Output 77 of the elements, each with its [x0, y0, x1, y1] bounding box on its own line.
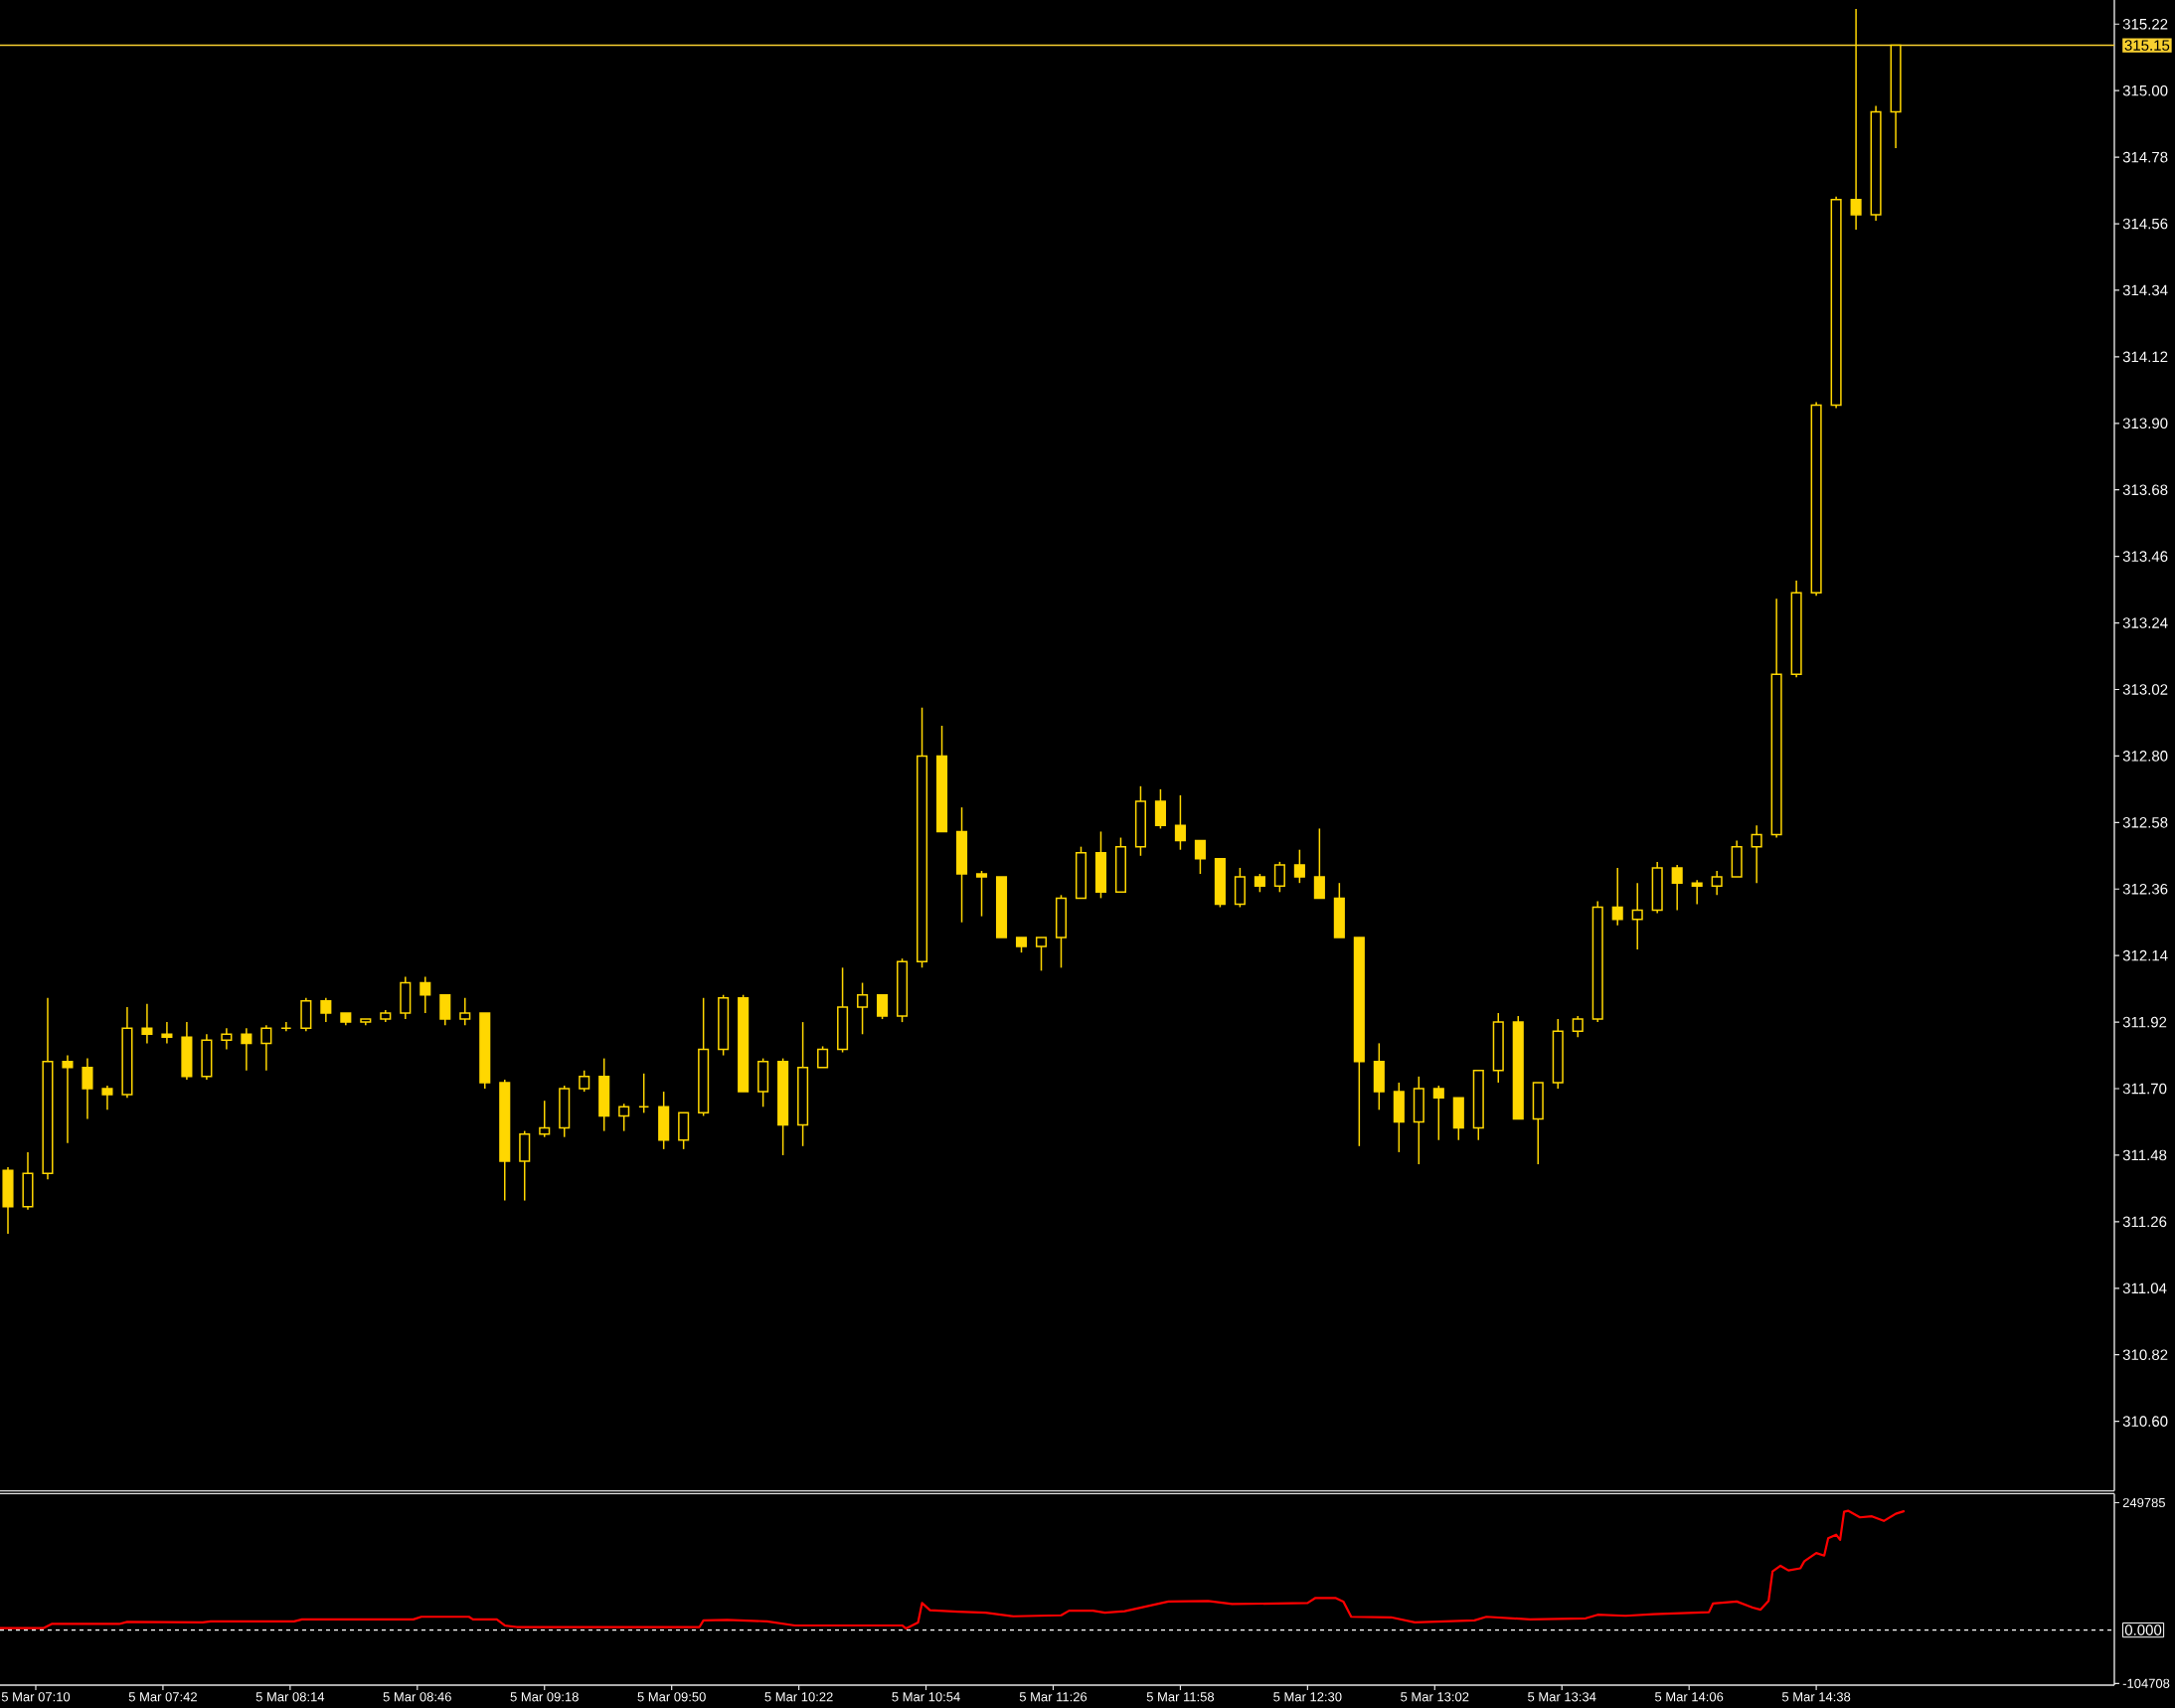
- candlestick: [1035, 937, 1048, 972]
- candlestick: [419, 975, 431, 1014]
- candlestick: [1432, 1085, 1444, 1141]
- x-tick-label: 5 Mar 14:06: [1655, 1692, 1724, 1702]
- y-tick-label: 310.60: [2122, 1416, 2168, 1427]
- y-tick-label: 311.70: [2122, 1083, 2167, 1095]
- x-tick-label: 5 Mar 13:34: [1528, 1692, 1596, 1702]
- y-tick-label: 314.78: [2122, 151, 2168, 163]
- y-tick-label: 249785: [2122, 1497, 2165, 1508]
- candlestick: [1174, 794, 1186, 851]
- candlestick: [82, 1057, 93, 1120]
- y-tick-label: 311.92: [2122, 1016, 2167, 1028]
- candlestick: [101, 1085, 113, 1111]
- candlestick: [1671, 864, 1683, 912]
- y-tick-label: 312.58: [2122, 817, 2168, 828]
- candlestick: [1313, 827, 1325, 900]
- candlestick: [280, 1021, 292, 1032]
- ref-line-label: 0.000: [2124, 1624, 2162, 1635]
- candlestick: [1572, 1015, 1584, 1039]
- candlestick: [1631, 882, 1643, 950]
- candlestick: [1273, 861, 1285, 894]
- y-tick-label: 314.34: [2122, 284, 2168, 296]
- candlestick: [260, 1024, 272, 1072]
- ref-line-label: 315.15: [2124, 40, 2170, 51]
- y-tick-label: 310.82: [2122, 1349, 2168, 1361]
- candlestick: [1691, 879, 1703, 906]
- candlestick: [618, 1103, 630, 1132]
- candlestick: [975, 870, 988, 918]
- x-tick-label: 5 Mar 14:38: [1781, 1692, 1851, 1702]
- y-tick-label: 313.02: [2122, 684, 2168, 695]
- candlestick: [1254, 873, 1265, 894]
- candlestick: [857, 981, 869, 1036]
- y-tick-label: 314.12: [2122, 351, 2168, 363]
- x-tick-label: 5 Mar 10:54: [892, 1692, 960, 1702]
- x-tick-label: 5 Mar 09:18: [510, 1692, 579, 1702]
- y-tick-label: 312.14: [2122, 949, 2168, 961]
- candlestick: [320, 997, 332, 1023]
- y-tick-label: 315.22: [2122, 18, 2168, 30]
- candlestick: [161, 1021, 173, 1045]
- x-tick-label: 5 Mar 07:42: [128, 1692, 197, 1702]
- y-tick-label: 313.24: [2122, 617, 2168, 628]
- candlestick: [1194, 839, 1206, 875]
- candlestick: [638, 1073, 650, 1114]
- candlestick: [1850, 8, 1862, 231]
- candlestick: [459, 997, 471, 1026]
- y-tick-label: 312.80: [2122, 751, 2168, 762]
- y-tick-label: 312.36: [2122, 883, 2168, 895]
- candlestick: [579, 1070, 590, 1093]
- candlestick: [1611, 867, 1623, 927]
- candlestick: [221, 1027, 233, 1051]
- candlestick: [1751, 824, 1762, 884]
- x-tick-label: 5 Mar 08:14: [255, 1692, 325, 1702]
- candlestick: [877, 993, 889, 1020]
- x-tick-label: 5 Mar 11:26: [1019, 1692, 1088, 1702]
- x-tick-label: 5 Mar 08:46: [383, 1692, 451, 1702]
- y-tick-label: 311.48: [2122, 1149, 2167, 1161]
- y-tick-label: 313.68: [2122, 484, 2168, 496]
- x-tick-label: 5 Mar 09:50: [637, 1692, 706, 1702]
- y-tick-label: 313.90: [2122, 418, 2168, 429]
- y-tick-label: 314.56: [2122, 218, 2168, 230]
- x-tick-label: 5 Mar 12:30: [1273, 1692, 1342, 1702]
- x-tick-label: 5 Mar 13:02: [1401, 1692, 1469, 1702]
- candlestick: [817, 1045, 829, 1069]
- candlestick: [241, 1027, 252, 1072]
- y-tick-label: 313.46: [2122, 551, 2168, 562]
- x-tick-label: 5 Mar 10:22: [764, 1692, 833, 1702]
- candlestick: [539, 1100, 551, 1138]
- y-tick-label: -104708: [2122, 1678, 2170, 1688]
- y-tick-label: 315.00: [2122, 85, 2168, 96]
- candlestick: [62, 1054, 74, 1144]
- y-tick-label: 311.26: [2122, 1216, 2167, 1228]
- x-tick-label: 5 Mar 07:10: [1, 1692, 71, 1702]
- y-tick-label: 311.04: [2122, 1282, 2167, 1294]
- candlestick: [141, 1003, 153, 1045]
- candlestick: [1293, 848, 1305, 884]
- candlestick: [1711, 870, 1723, 897]
- x-tick-label: 5 Mar 11:58: [1146, 1692, 1215, 1702]
